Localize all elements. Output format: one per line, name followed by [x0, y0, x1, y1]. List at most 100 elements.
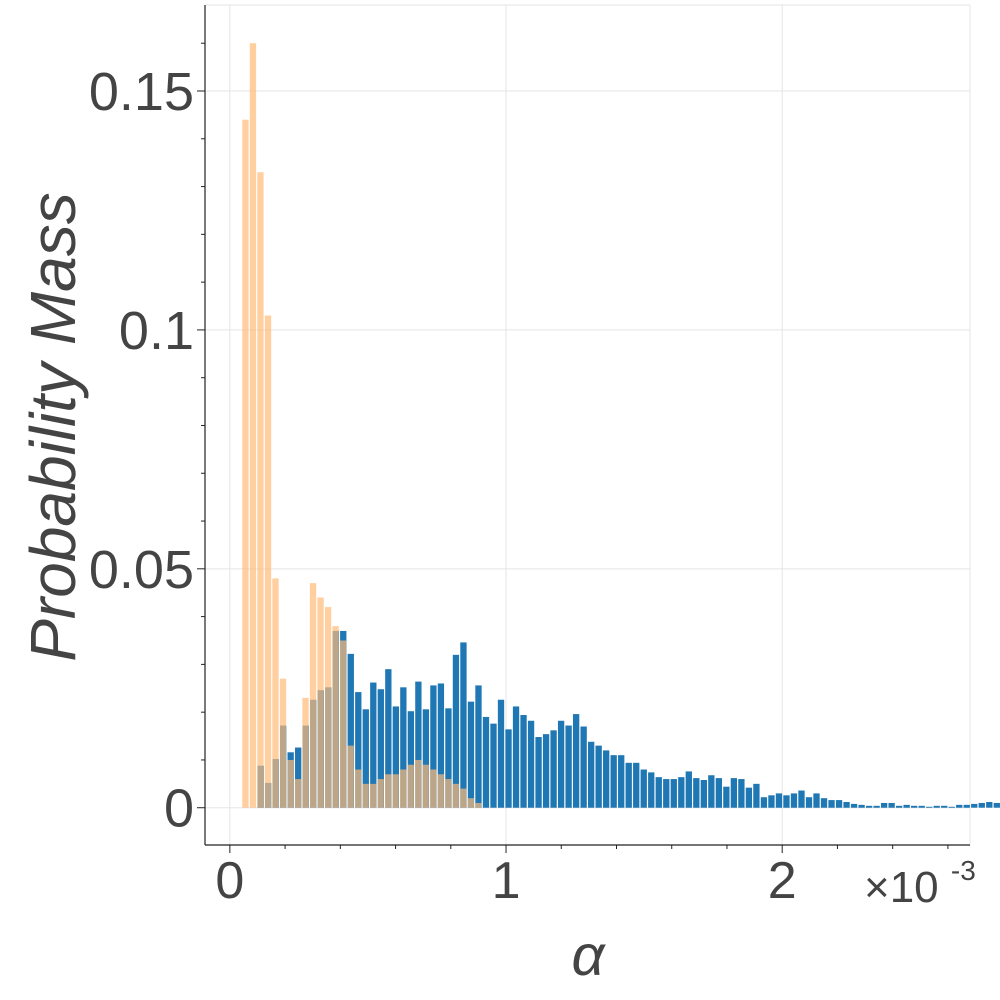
- histogram-bar: [790, 793, 798, 808]
- histogram-bar: [557, 720, 565, 808]
- histogram-bar: [978, 802, 985, 808]
- histogram-bar: [445, 779, 452, 808]
- histogram-bar: [287, 759, 294, 808]
- histogram-bar: [618, 755, 625, 808]
- histogram-bar: [317, 597, 324, 808]
- histogram-bar: [354, 769, 362, 808]
- histogram-bar: [805, 797, 813, 808]
- histogram-bar: [249, 43, 257, 808]
- histogram-bar: [753, 783, 760, 808]
- histogram-bar: [407, 764, 414, 808]
- histogram-bar: [324, 607, 332, 808]
- histogram-bar: [302, 697, 309, 808]
- histogram-bar: [294, 779, 302, 808]
- series-1-bars: [242, 43, 482, 808]
- histogram-bar: [738, 779, 745, 808]
- histogram-bar: [865, 805, 873, 808]
- histogram-bar: [347, 745, 354, 808]
- histogram-bar: [370, 682, 377, 808]
- histogram-bar: [941, 805, 948, 808]
- histogram-bar: [813, 793, 820, 808]
- histogram-bar: [700, 780, 707, 808]
- histogram-bar: [369, 783, 377, 808]
- y-tick-label: 0.05: [89, 540, 194, 600]
- histogram-bar: [610, 755, 617, 808]
- histogram-bar: [843, 801, 850, 808]
- histogram-bar: [670, 779, 677, 808]
- histogram-bar: [956, 804, 963, 808]
- histogram-bar: [430, 769, 437, 808]
- histogram-bar: [385, 669, 392, 808]
- x-axis-label: α: [571, 923, 606, 988]
- histogram-bar: [422, 764, 429, 808]
- histogram-bar: [377, 779, 384, 808]
- histogram-bar: [355, 692, 362, 808]
- histogram-bar: [587, 741, 595, 808]
- histogram-bar: [392, 706, 399, 808]
- y-tick-label: 0.15: [89, 62, 194, 122]
- histogram-bar: [572, 714, 580, 808]
- tick-labels: 0 1 2 0 0.05 0.1 0.15: [89, 62, 797, 910]
- histogram-bar: [768, 795, 775, 808]
- histogram-bar: [760, 797, 768, 808]
- x-axis-multiplier-base: ×10: [864, 863, 939, 912]
- histogram-bar: [986, 801, 993, 808]
- histogram-bar: [347, 653, 354, 808]
- y-tick-label: 0: [164, 779, 194, 839]
- histogram-bar: [400, 687, 407, 808]
- histogram-bar: [452, 654, 460, 808]
- x-axis-multiplier-exponent: -3: [951, 855, 976, 886]
- histogram-bar: [640, 769, 647, 808]
- histogram-bar: [723, 786, 730, 808]
- histogram-bar: [467, 798, 474, 808]
- histogram-bar: [362, 783, 369, 808]
- histogram-bar: [339, 640, 347, 808]
- histogram-bar: [888, 802, 895, 808]
- histogram-bar: [482, 716, 490, 808]
- histogram-bar: [918, 805, 925, 808]
- histogram-bar: [948, 806, 955, 808]
- y-tick-label: 0.1: [119, 301, 194, 361]
- histogram-bar: [820, 798, 828, 808]
- histogram-bar: [678, 777, 685, 808]
- histogram-bar: [400, 769, 407, 808]
- histogram-bar: [693, 778, 700, 808]
- histogram-bar: [895, 805, 903, 808]
- histogram-bar: [963, 804, 970, 808]
- histogram-bar: [430, 685, 437, 808]
- histogram-bar: [467, 701, 475, 808]
- histogram-bar: [385, 774, 392, 808]
- histogram-bar: [242, 119, 249, 808]
- histogram-bar: [873, 805, 880, 808]
- histogram-bar: [295, 747, 302, 808]
- histogram-bar: [648, 772, 655, 808]
- histogram-bar: [407, 711, 415, 808]
- x-tick-label: 0: [215, 852, 244, 910]
- histogram-bar: [880, 802, 888, 808]
- histogram-bar: [460, 642, 467, 808]
- histogram-bar: [520, 715, 527, 808]
- histogram-bar: [497, 699, 505, 808]
- histogram-bar: [535, 737, 542, 808]
- histogram-bar: [565, 725, 572, 808]
- histogram-bar: [798, 790, 805, 808]
- histogram-bar: [783, 795, 790, 808]
- histogram-bar: [362, 709, 369, 808]
- histogram-bar: [828, 800, 835, 808]
- histogram-bar: [550, 730, 557, 808]
- histogram-bar: [745, 787, 753, 808]
- histogram-bar: [655, 777, 662, 808]
- histogram-bar: [257, 172, 264, 808]
- histogram-bar: [993, 802, 1000, 808]
- histogram-bar: [264, 315, 272, 808]
- histogram-bar: [460, 788, 467, 808]
- histogram-bar: [708, 775, 715, 808]
- histogram-bar: [272, 578, 279, 808]
- histogram-bar: [542, 734, 550, 808]
- histogram-bar: [415, 681, 422, 808]
- histogram-bar: [685, 771, 692, 808]
- histogram-bar: [309, 583, 317, 808]
- histogram-bar: [437, 683, 445, 808]
- histogram-bar: [603, 750, 610, 808]
- histogram-bar: [377, 689, 384, 808]
